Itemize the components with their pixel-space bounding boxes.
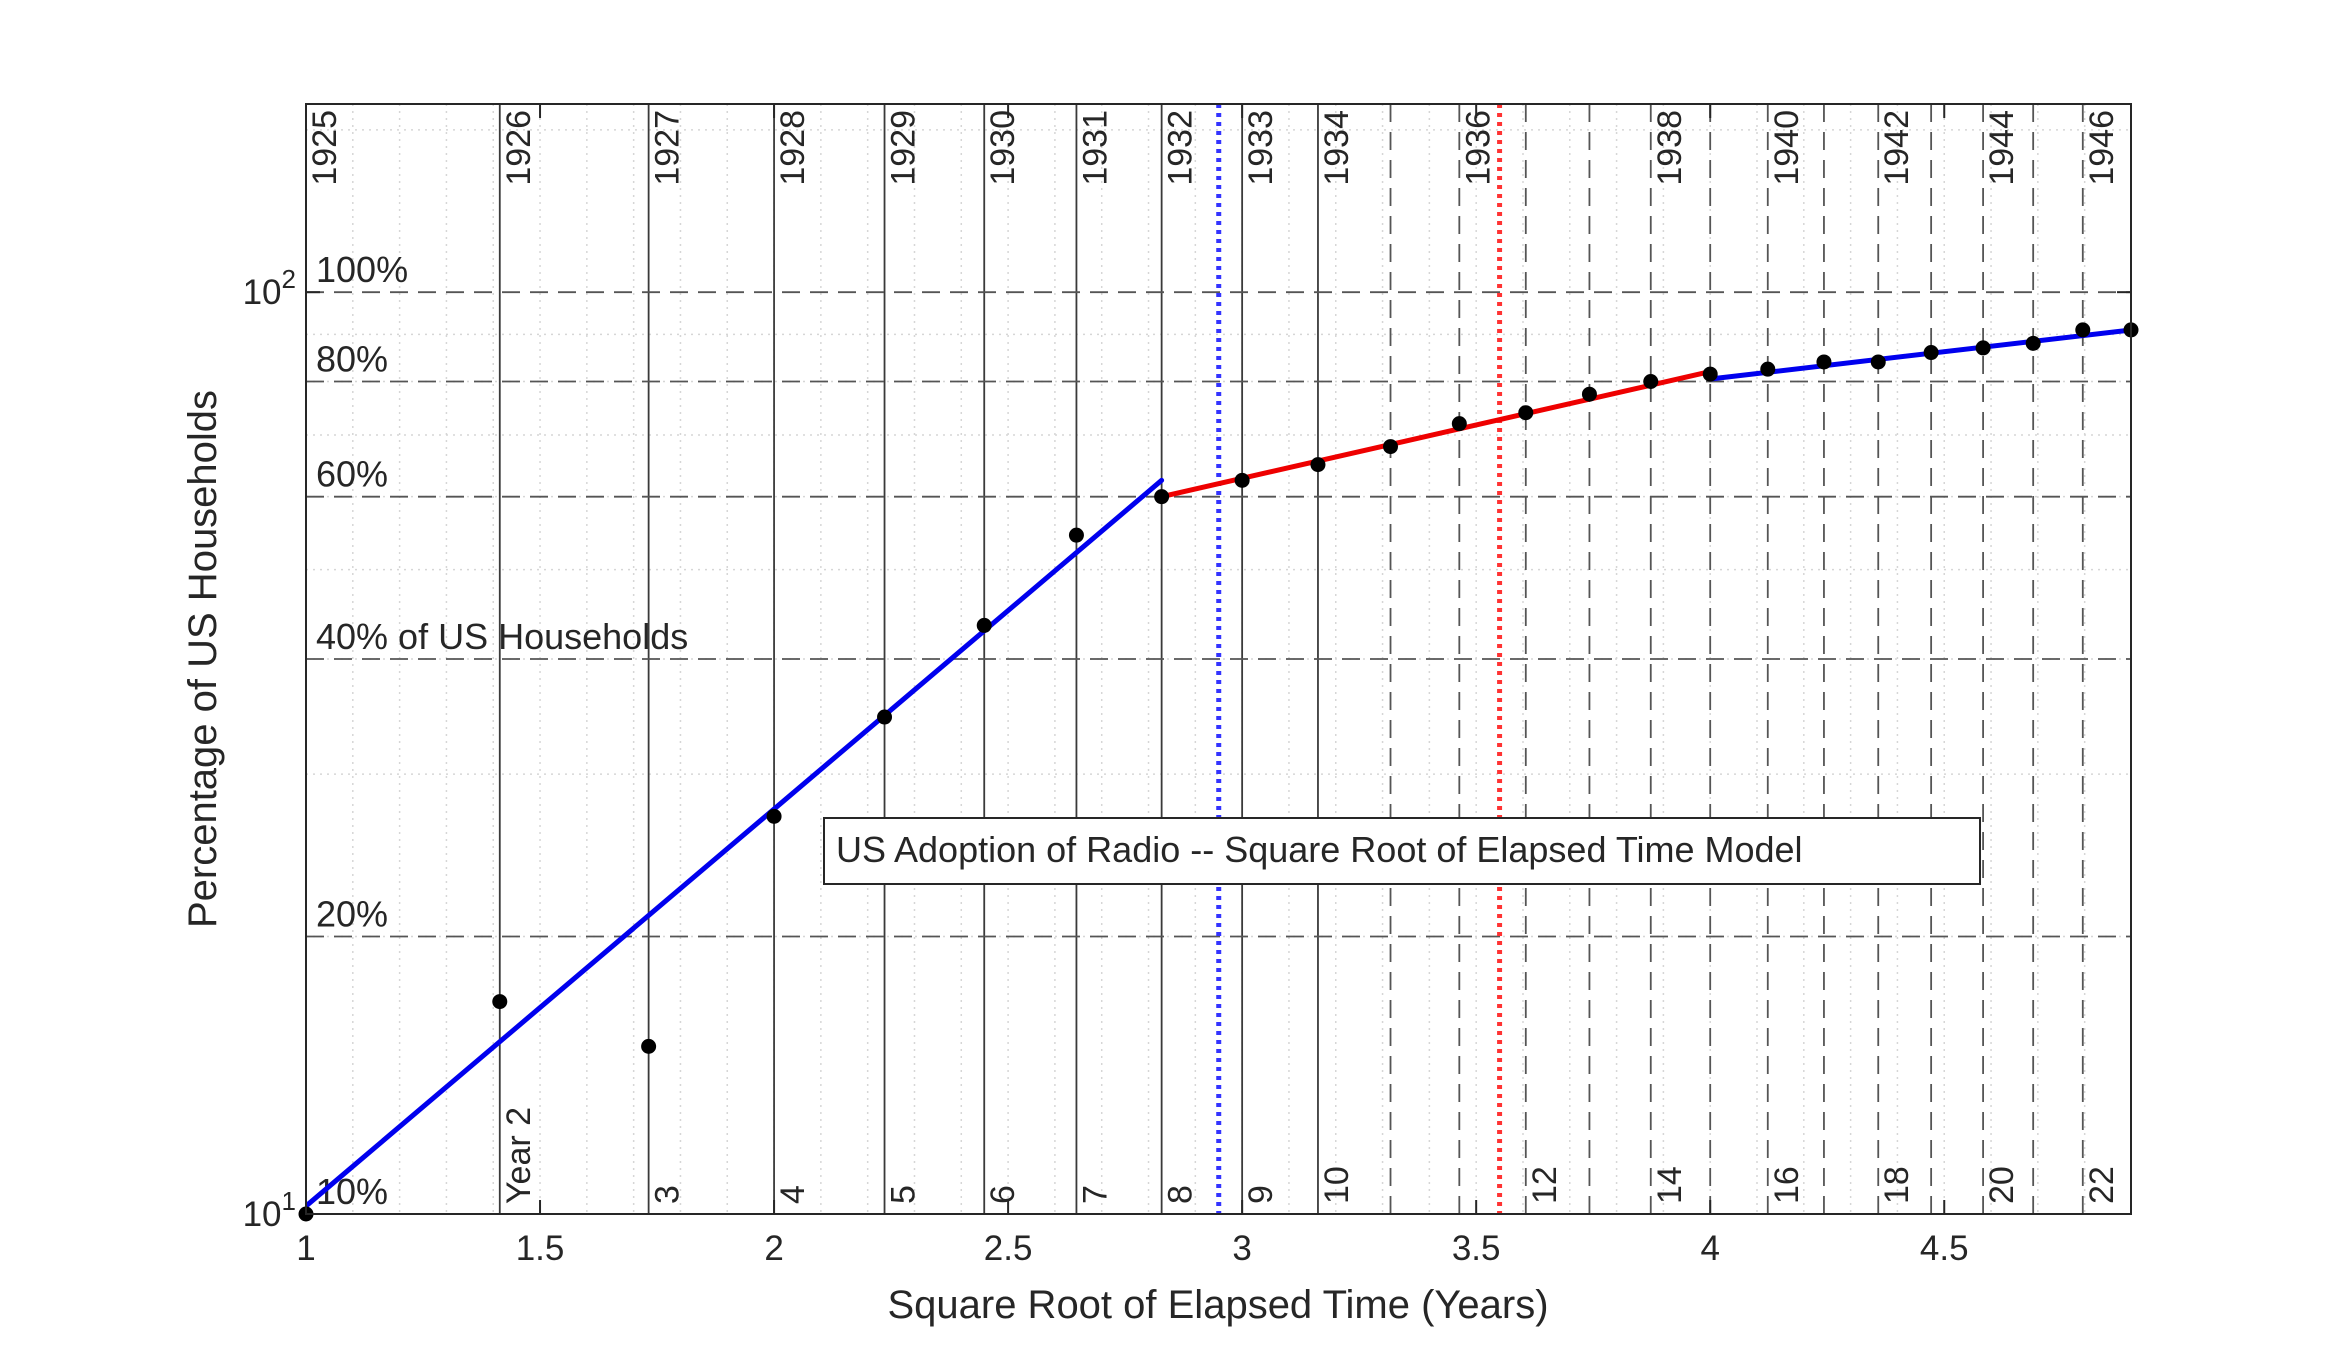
data-point — [1234, 472, 1250, 488]
year-label: 1927 — [649, 110, 687, 186]
year-label: 1929 — [885, 110, 923, 186]
chart-title-box: US Adoption of Radio -- Square Root of E… — [823, 817, 1981, 885]
count-label: 3 — [649, 1185, 687, 1204]
x-tick-label: 2.5 — [984, 1229, 1033, 1268]
count-label: Year 2 — [500, 1107, 538, 1204]
data-point — [1975, 340, 1991, 356]
count-label: 10 — [1318, 1166, 1356, 1204]
data-point — [2025, 335, 2041, 351]
percent-label: 10% — [316, 1171, 388, 1212]
data-point — [641, 1038, 657, 1054]
plot-frame — [305, 103, 2132, 1215]
fit-line — [1159, 369, 1713, 500]
x-tick-label: 1 — [296, 1229, 315, 1268]
percent-label: 100% — [316, 249, 408, 290]
count-label: 9 — [1242, 1185, 1280, 1204]
percent-label: 60% — [316, 454, 388, 495]
data-point — [1581, 386, 1597, 402]
fit-line — [306, 477, 1165, 1209]
y-axis-title: Percentage of US Households — [181, 390, 225, 928]
data-point — [1154, 489, 1170, 505]
count-label: 22 — [2083, 1166, 2121, 1204]
line-labels-layer: 1925 1926 Year 2 1927 3 1928 4 1929 5 1930 6 1931 7 1… — [306, 110, 2121, 1212]
count-label: 18 — [1878, 1166, 1916, 1204]
count-label: 4 — [774, 1185, 812, 1204]
data-point — [1068, 527, 1084, 543]
data-point — [2075, 322, 2091, 338]
count-label: 16 — [1768, 1166, 1806, 1204]
y-tick-base: 10 — [243, 1195, 282, 1234]
year-label: 1944 — [1983, 110, 2021, 186]
data-point — [1518, 405, 1534, 421]
year-label: 1932 — [1162, 110, 1200, 186]
year-label: 1942 — [1878, 110, 1916, 186]
data-point — [492, 994, 508, 1010]
series-layer — [306, 327, 2131, 1209]
fit-line — [1707, 327, 2131, 382]
x-tick-label: 3.5 — [1452, 1229, 1501, 1268]
year-label: 1931 — [1076, 110, 1114, 186]
year-label: 1928 — [774, 110, 812, 186]
chart-title: US Adoption of Radio -- Square Root of E… — [836, 829, 1803, 870]
count-label: 6 — [984, 1185, 1022, 1204]
data-point — [877, 709, 893, 725]
percent-label: 40% of US Households — [316, 616, 688, 657]
year-label: 1940 — [1768, 110, 1806, 186]
x-tick-label: 4 — [1700, 1229, 1719, 1268]
y-tick-exponent: 2 — [282, 264, 296, 294]
data-point — [766, 808, 782, 824]
data-point — [1702, 366, 1718, 382]
x-tick-label: 4.5 — [1920, 1229, 1969, 1268]
year-label: 1926 — [500, 110, 538, 186]
x-tick-label: 1.5 — [516, 1229, 565, 1268]
count-label: 14 — [1651, 1166, 1689, 1204]
data-point — [976, 617, 992, 633]
year-label: 1934 — [1318, 110, 1356, 186]
year-label: 1946 — [2083, 110, 2121, 186]
data-point — [1643, 374, 1659, 389]
count-label: 8 — [1162, 1185, 1200, 1204]
y-tick-exponent: 1 — [282, 1186, 296, 1216]
y-tick-base: 10 — [243, 273, 282, 312]
percent-label: 80% — [316, 339, 388, 380]
data-point — [1310, 457, 1326, 473]
data-point — [1816, 354, 1832, 370]
y-tick-label: 102 — [243, 264, 296, 312]
data-point — [1451, 416, 1467, 432]
x-tick-label: 3 — [1232, 1229, 1251, 1268]
x-axis-title: Square Root of Elapsed Time (Years) — [887, 1283, 1548, 1327]
year-label: 1925 — [306, 110, 344, 186]
year-label: 1938 — [1651, 110, 1689, 186]
year-label: 1936 — [1459, 110, 1497, 186]
points-layer — [298, 322, 2139, 1222]
x-tick-label: 2 — [764, 1229, 783, 1268]
count-label: 20 — [1983, 1166, 2021, 1204]
y-tick-label: 101 — [243, 1186, 296, 1234]
percent-label: 20% — [316, 894, 388, 935]
data-point — [1870, 354, 1886, 370]
year-label: 1930 — [984, 110, 1022, 186]
count-label: 12 — [1526, 1166, 1564, 1204]
data-point — [1923, 345, 1939, 361]
year-label: 1933 — [1242, 110, 1280, 186]
count-label: 7 — [1076, 1185, 1114, 1204]
count-label: 5 — [885, 1185, 923, 1204]
chart-title-frame — [823, 817, 1981, 885]
data-point — [1383, 439, 1399, 455]
data-point — [1760, 361, 1776, 377]
